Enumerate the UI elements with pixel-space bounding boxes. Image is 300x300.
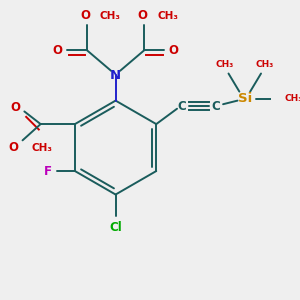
Text: Cl: Cl	[109, 220, 122, 233]
Text: CH₃: CH₃	[157, 11, 178, 21]
Text: O: O	[168, 44, 178, 56]
Text: C: C	[177, 100, 186, 112]
Text: O: O	[53, 44, 63, 56]
Text: CH₃: CH₃	[256, 60, 274, 69]
Text: N: N	[110, 69, 121, 82]
Text: O: O	[80, 9, 90, 22]
Text: Si: Si	[238, 92, 252, 105]
Text: CH₃: CH₃	[99, 11, 120, 21]
Text: O: O	[8, 141, 19, 154]
Text: O: O	[10, 101, 20, 114]
Text: CH₃: CH₃	[32, 142, 52, 153]
Text: C: C	[212, 100, 220, 112]
Text: O: O	[138, 9, 148, 22]
Text: CH₃: CH₃	[216, 60, 234, 69]
Text: CH₃: CH₃	[284, 94, 300, 103]
Text: F: F	[44, 164, 52, 178]
